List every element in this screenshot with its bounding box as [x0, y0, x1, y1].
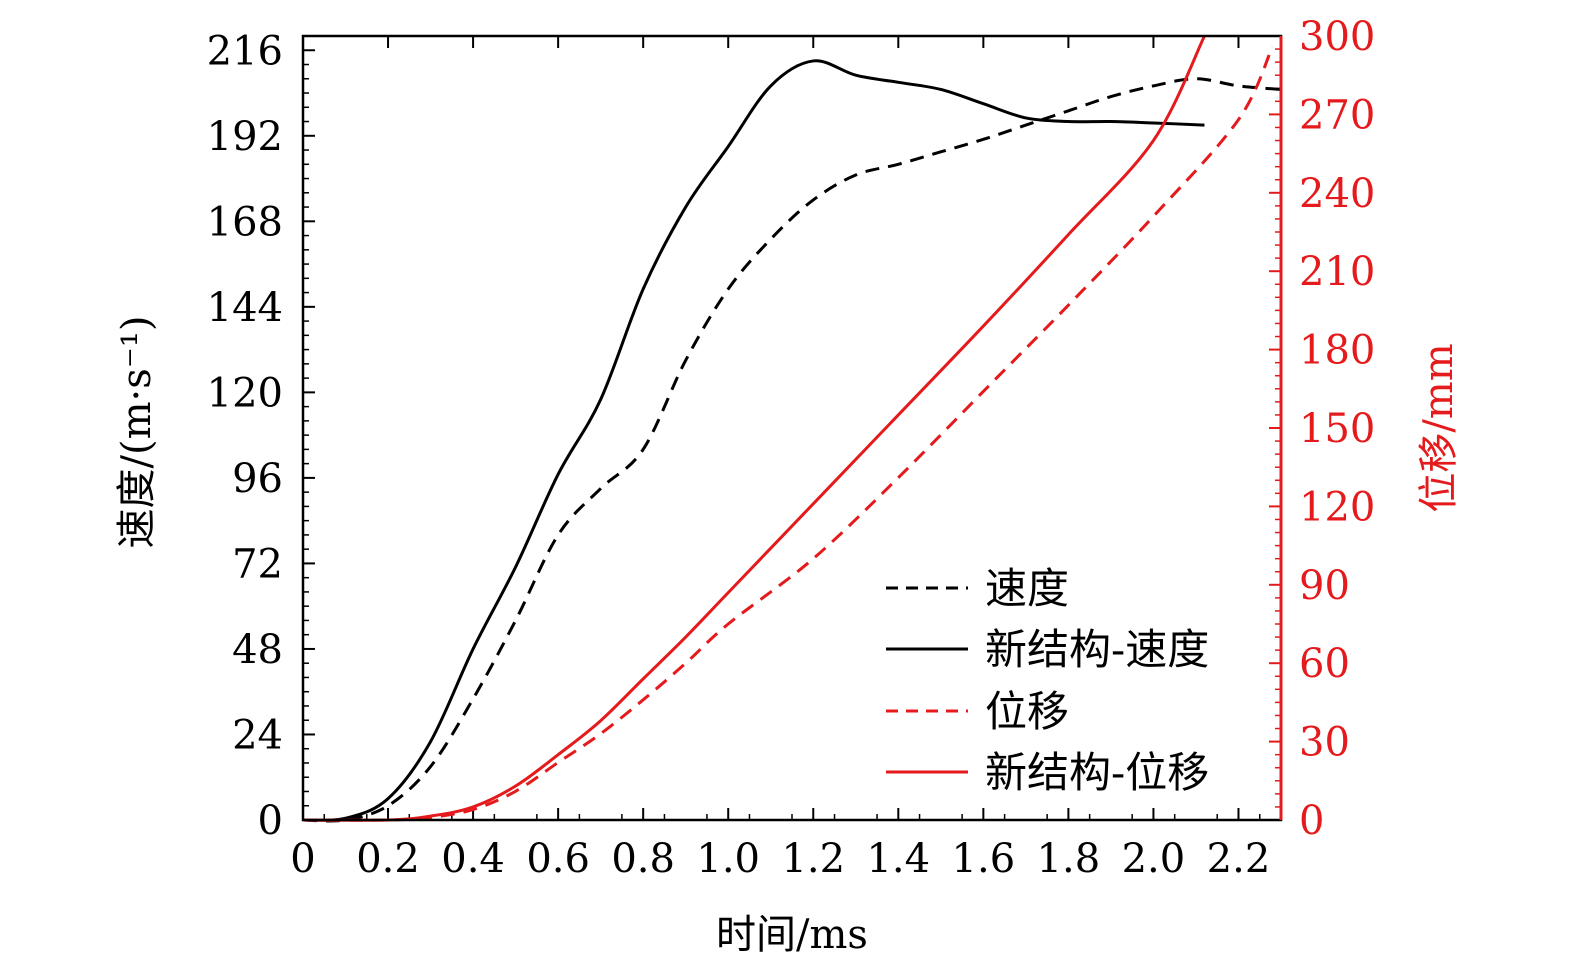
left-y-tick-label: 48 — [232, 627, 283, 673]
series-velocity — [302, 77, 1282, 823]
x-tick-label: 1.6 — [952, 836, 1016, 882]
series-new-velocity — [302, 59, 1205, 822]
right-y-tick-label: 240 — [1299, 171, 1375, 217]
left-y-tick-label: 24 — [232, 712, 283, 758]
x-axis-label: 时间/ms — [716, 912, 868, 958]
right-y-tick-label: 30 — [1299, 720, 1350, 766]
x-tick-label: 0.6 — [526, 836, 590, 882]
right-y-tick-label: 180 — [1299, 328, 1375, 374]
x-tick-label: 0.4 — [441, 836, 505, 882]
x-tick-label: 0 — [290, 836, 315, 882]
right-y-tick-label: 60 — [1299, 641, 1350, 687]
x-tick-label: 1.8 — [1037, 836, 1101, 882]
right-y-tick-label: 0 — [1299, 798, 1324, 844]
legend-label-velocity: 速度 — [985, 564, 1069, 613]
left-y-tick-label: 144 — [207, 285, 283, 331]
right-y-axis-label: 位移/mm — [1416, 343, 1462, 512]
right-y-tick-label: 90 — [1299, 563, 1350, 609]
right-y-tick-label: 210 — [1299, 249, 1375, 295]
legend: 速度 新结构-速度 位移 新结构-位移 — [886, 564, 1209, 797]
series-new-displacement — [302, 35, 1206, 822]
right-y-tick-label: 270 — [1299, 92, 1375, 138]
right-y-tick-label: 300 — [1299, 14, 1375, 60]
legend-label-new-velocity: 新结构-速度 — [985, 625, 1209, 674]
right-y-tick-label: 120 — [1299, 484, 1375, 530]
left-y-tick-label: 192 — [207, 114, 283, 160]
left-y-axis-label: 速度/(m·s⁻¹) — [114, 315, 160, 548]
x-tick-label: 2.0 — [1122, 836, 1186, 882]
legend-label-displacement: 位移 — [985, 687, 1069, 736]
x-tick-label: 1.0 — [696, 836, 760, 882]
x-tick-label: 1.4 — [866, 836, 930, 882]
left-y-tick-label: 168 — [207, 199, 283, 245]
left-y-tick-label: 0 — [258, 798, 283, 844]
left-y-tick-label: 96 — [232, 456, 283, 502]
legend-label-new-displacement: 新结构-位移 — [985, 748, 1209, 797]
x-tick-label: 0.8 — [611, 836, 675, 882]
left-y-tick-label: 120 — [207, 370, 283, 416]
x-tick-label: 0.2 — [356, 836, 420, 882]
x-tick-label: 2.2 — [1207, 836, 1271, 882]
x-tick-label: 1.2 — [781, 836, 845, 882]
left-y-tick-label: 72 — [232, 541, 283, 587]
left-y-tick-label: 216 — [207, 28, 283, 74]
right-y-tick-label: 150 — [1299, 406, 1375, 452]
series-displacement — [302, 45, 1274, 822]
